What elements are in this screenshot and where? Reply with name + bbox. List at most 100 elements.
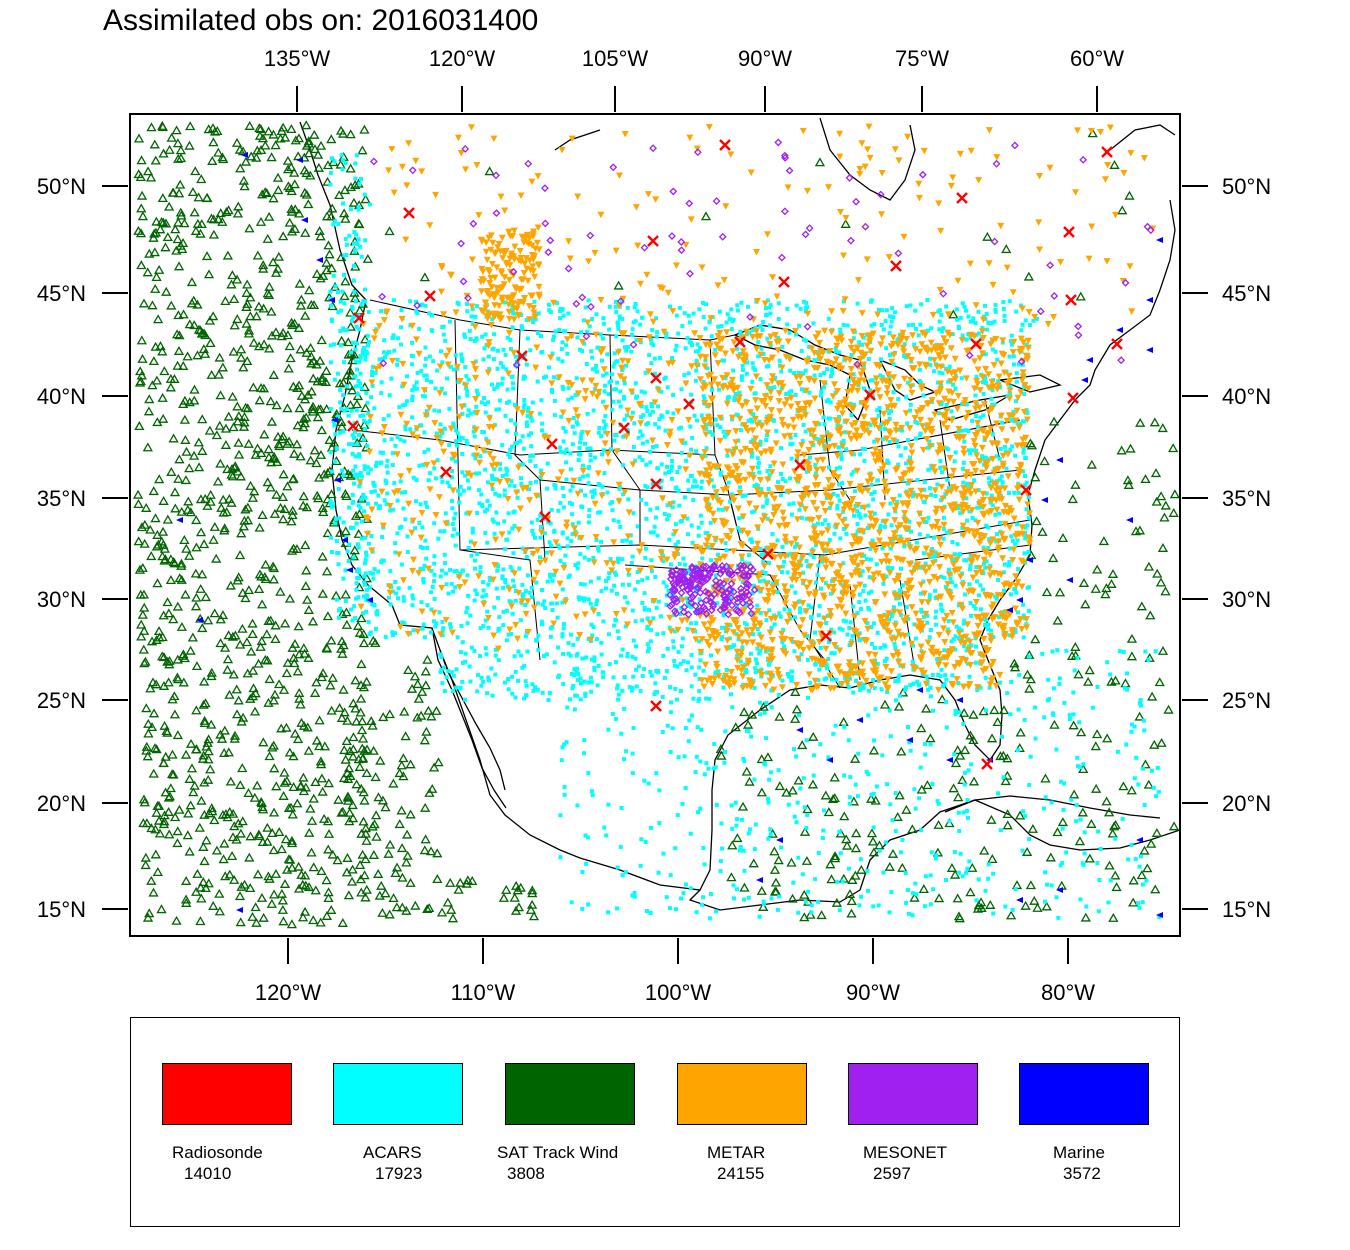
acars-marker [659, 478, 664, 483]
acars-marker [1000, 420, 1005, 425]
acars-marker [974, 898, 979, 903]
acars-marker [991, 634, 996, 639]
acars-marker [503, 577, 508, 582]
sat-track-wind-marker [921, 703, 932, 713]
sat-track-wind-marker [222, 664, 233, 674]
acars-marker [941, 326, 946, 331]
sat-track-wind-marker [816, 910, 827, 920]
acars-marker [750, 591, 755, 596]
acars-marker [531, 319, 536, 324]
sat-track-wind-marker [189, 780, 200, 790]
sat-track-wind-marker [314, 741, 325, 751]
acars-marker [871, 678, 876, 683]
sat-track-wind-marker [323, 828, 335, 838]
acars-marker [386, 595, 391, 600]
acars-marker [651, 616, 656, 621]
acars-marker [646, 607, 651, 612]
acars-marker [678, 661, 683, 666]
acars-marker [652, 524, 657, 529]
acars-marker [381, 558, 386, 563]
acars-marker [362, 418, 367, 423]
acars-marker [492, 467, 497, 472]
acars-marker [564, 740, 569, 745]
sat-track-wind-marker [322, 176, 333, 186]
sat-track-wind-marker [351, 399, 363, 409]
acars-marker [858, 573, 863, 578]
sat-track-wind-marker [345, 129, 356, 139]
acars-marker [798, 786, 803, 791]
sat-track-wind-marker [388, 893, 399, 903]
sat-track-wind-marker [151, 679, 162, 689]
sat-track-wind-marker [1086, 819, 1097, 828]
sat-track-wind-marker [425, 846, 437, 856]
acars-marker [833, 723, 838, 728]
sat-track-wind-marker [301, 502, 313, 512]
acars-marker [512, 402, 517, 407]
acars-marker [967, 509, 972, 514]
acars-marker [667, 625, 672, 630]
acars-marker [990, 432, 995, 437]
acars-marker [422, 373, 427, 378]
acars-marker [1061, 807, 1066, 812]
acars-marker [676, 331, 681, 336]
acars-marker [983, 352, 988, 357]
sat-track-wind-marker [203, 746, 214, 756]
acars-marker [727, 317, 732, 322]
acars-marker [938, 459, 943, 464]
sat-track-wind-marker [1084, 853, 1095, 863]
sat-track-wind-marker [737, 801, 749, 811]
sat-track-wind-marker [484, 166, 495, 176]
sat-track-wind-marker [287, 809, 298, 819]
acars-marker [397, 405, 402, 410]
acars-marker [506, 632, 511, 637]
sat-track-wind-marker [193, 324, 205, 334]
sat-track-wind-marker [281, 668, 292, 678]
acars-marker [384, 502, 389, 507]
acars-marker [342, 360, 347, 365]
acars-marker [753, 666, 758, 671]
sat-track-wind-marker [198, 877, 209, 887]
acars-marker [504, 472, 509, 477]
acars-marker [910, 322, 915, 327]
acars-marker [453, 439, 458, 444]
acars-marker [908, 529, 913, 534]
acars-marker [536, 311, 541, 316]
acars-marker [962, 618, 967, 623]
acars-marker [887, 439, 892, 444]
acars-marker [901, 641, 906, 646]
acars-marker [691, 696, 696, 701]
acars-marker [558, 500, 563, 505]
sat-track-wind-marker [217, 216, 228, 226]
acars-marker [877, 405, 882, 410]
acars-marker [961, 480, 966, 485]
acars-marker [443, 338, 448, 343]
acars-marker [944, 877, 949, 882]
acars-marker [1009, 342, 1014, 347]
sat-track-wind-marker [321, 566, 333, 576]
acars-marker [569, 502, 574, 507]
acars-marker [827, 437, 832, 442]
acars-marker [478, 454, 483, 459]
acars-marker [629, 349, 634, 354]
acars-marker [657, 821, 662, 826]
sat-track-wind-marker [295, 699, 306, 709]
acars-marker [853, 489, 858, 494]
acars-marker [483, 593, 488, 598]
acars-marker [980, 587, 985, 592]
sat-track-wind-marker [742, 719, 754, 729]
sat-track-wind-marker [1084, 665, 1095, 675]
acars-marker [623, 749, 628, 754]
sat-track-wind-marker [894, 790, 905, 800]
acars-marker [370, 571, 375, 576]
acars-marker [588, 579, 593, 584]
acars-marker [414, 386, 419, 391]
sat-track-wind-marker [199, 676, 210, 686]
acars-marker [511, 551, 516, 556]
sat-track-wind-marker [140, 852, 151, 862]
acars-marker [601, 619, 606, 624]
acars-marker [653, 515, 658, 520]
acars-marker [752, 777, 757, 782]
acars-marker [858, 515, 863, 520]
acars-marker [480, 334, 485, 339]
sat-track-wind-marker [400, 731, 411, 741]
